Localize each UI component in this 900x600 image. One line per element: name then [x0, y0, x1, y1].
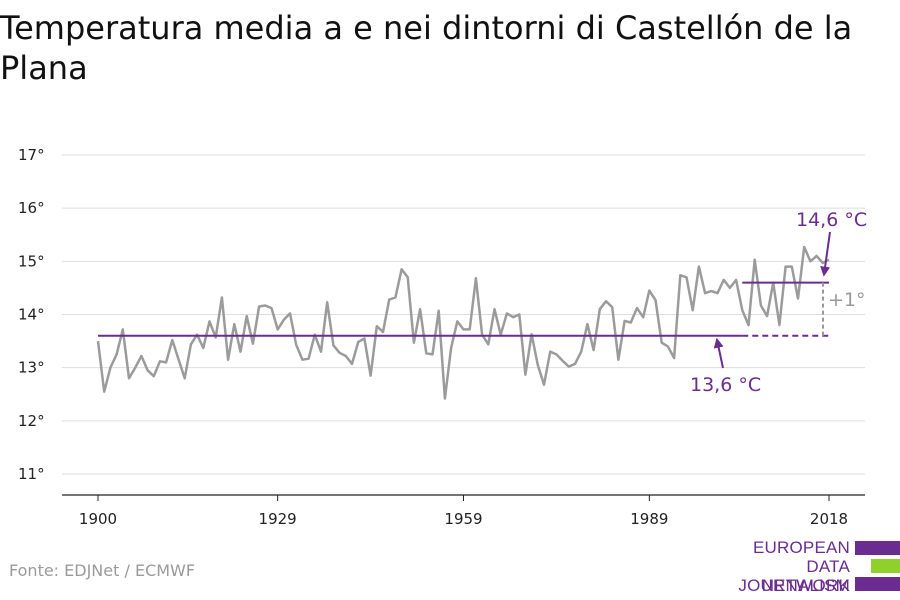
- logo-bar-purple-top: [855, 541, 900, 555]
- x-tick-label-1929: 1929: [259, 510, 297, 528]
- x-axis: 1900 1929 1959 1989 2018: [62, 494, 865, 528]
- source-note: Fonte: EDJNet / ECMWF: [9, 561, 196, 580]
- series: [96, 245, 830, 400]
- y-tick-label-13: 13°: [18, 359, 45, 377]
- y-axis: 11° 12° 13° 14° 15° 16° 17°: [18, 146, 45, 483]
- logo-bar-green: [871, 559, 900, 573]
- temperature-series-line: [96, 245, 830, 400]
- logo-bar-purple-bottom: [855, 577, 900, 591]
- x-tick-label-2018: 2018: [810, 510, 848, 528]
- recent-annotation-label: 14,6 °C: [796, 209, 867, 231]
- logo-line-2: DATA JOURNALISM: [738, 557, 850, 595]
- y-tick-label-14: 14°: [18, 306, 45, 324]
- gridlines: [62, 154, 865, 475]
- edjnet-logo: EUROPEAN DATA JOURNALISM NETWORK: [700, 538, 900, 595]
- logo-line-1: EUROPEAN: [752, 538, 850, 557]
- x-tick-label-1959: 1959: [444, 510, 482, 528]
- y-tick-label-15: 15°: [18, 252, 45, 270]
- logo-line-3: NETWORK: [761, 576, 850, 595]
- x-tick-label-1900: 1900: [79, 510, 117, 528]
- y-tick-label-17: 17°: [18, 146, 45, 164]
- recent-annotation-arrow: [820, 231, 831, 277]
- y-tick-label-16: 16°: [18, 199, 45, 217]
- chart-title: Temperatura media a e nei dintorni di Ca…: [0, 9, 853, 87]
- baseline-annotation-label: 13,6 °C: [690, 374, 761, 396]
- difference-label: +1°: [828, 289, 866, 311]
- baseline-annotation-arrow: [713, 337, 724, 369]
- y-tick-label-11: 11°: [18, 465, 45, 483]
- y-tick-label-12: 12°: [18, 412, 45, 430]
- annotations: +1° 13,6 °C 14,6 °C: [98, 209, 867, 396]
- x-tick-label-1989: 1989: [630, 510, 668, 528]
